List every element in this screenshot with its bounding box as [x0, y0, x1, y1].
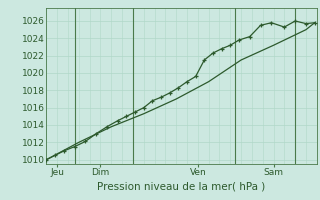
X-axis label: Pression niveau de la mer( hPa ): Pression niveau de la mer( hPa ) [98, 181, 266, 191]
